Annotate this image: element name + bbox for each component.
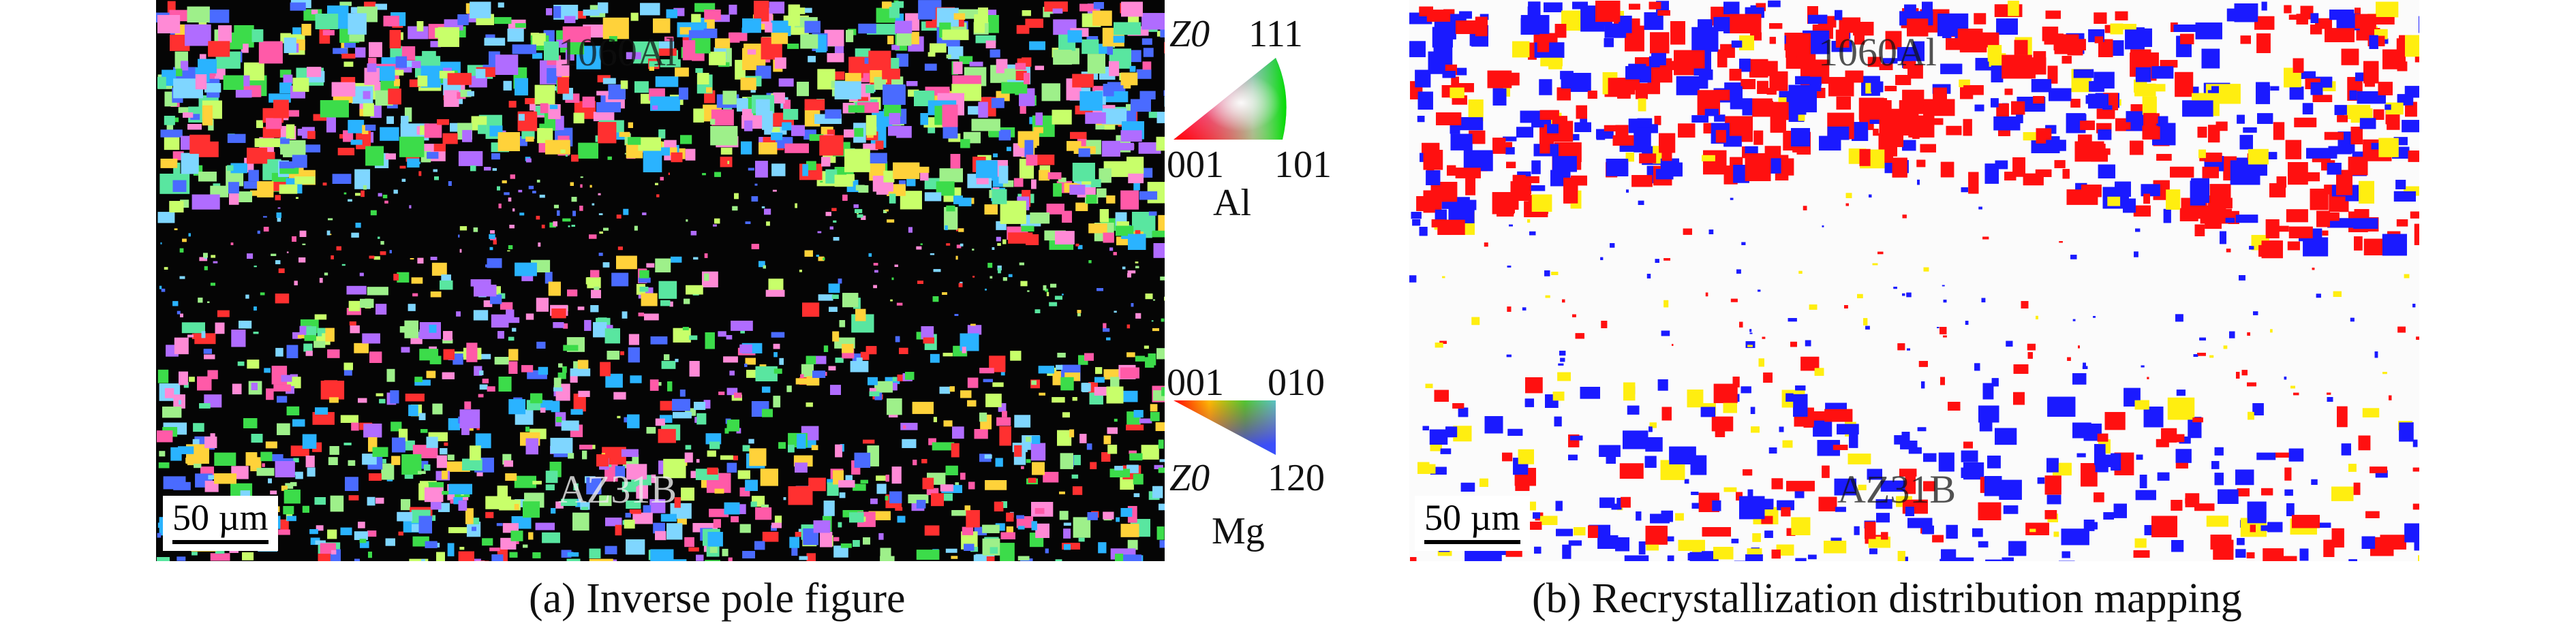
label-az31b: AZ31B bbox=[558, 467, 677, 511]
al-key-bottom-left: 001 bbox=[1167, 144, 1224, 186]
label-1060al: 1060Al bbox=[558, 30, 677, 74]
al-key-top-right: 111 bbox=[1248, 13, 1303, 55]
ipf-grain-texture bbox=[156, 0, 1165, 561]
mg-key-material: Mg bbox=[1212, 510, 1265, 552]
scale-bar-label: 50 µm bbox=[172, 497, 269, 538]
scale-bar: 50 µm bbox=[1415, 496, 1530, 551]
label-az31b: AZ31B bbox=[1837, 467, 1956, 511]
al-key-top-left: Z0 bbox=[1169, 13, 1210, 55]
scale-bar-line bbox=[172, 539, 269, 544]
recrystallization-map: 1060Al AZ31B 50 µm bbox=[1409, 0, 2419, 561]
scale-bar: 50 µm bbox=[163, 496, 278, 551]
al-color-key-icon bbox=[1174, 58, 1287, 140]
scale-bar-line bbox=[1424, 539, 1520, 544]
mg-key-bottom-right: 120 bbox=[1268, 457, 1325, 499]
mg-key-bottom-left: Z0 bbox=[1169, 457, 1210, 499]
ipf-map: 1060Al AZ31B 50 µm bbox=[156, 0, 1165, 561]
al-key-bottom-right: 101 bbox=[1274, 144, 1332, 186]
recrystallization-grain-texture bbox=[1409, 0, 2419, 561]
legend-al: Z0 111 001 101 Al bbox=[1167, 0, 1344, 225]
al-key-material: Al bbox=[1213, 182, 1251, 224]
caption-b: (b) Recrystallization distribution mappi… bbox=[1532, 575, 2242, 622]
mg-key-top-right: 010 bbox=[1268, 362, 1325, 404]
label-1060al: 1060Al bbox=[1818, 30, 1937, 74]
caption-a: (a) Inverse pole figure bbox=[529, 575, 906, 622]
mg-color-key-icon bbox=[1174, 400, 1276, 455]
legend-mg: 001 010 Z0 120 Mg bbox=[1167, 361, 1344, 565]
scale-bar-label: 50 µm bbox=[1424, 497, 1520, 538]
mg-key-top-left: 001 bbox=[1167, 362, 1224, 404]
